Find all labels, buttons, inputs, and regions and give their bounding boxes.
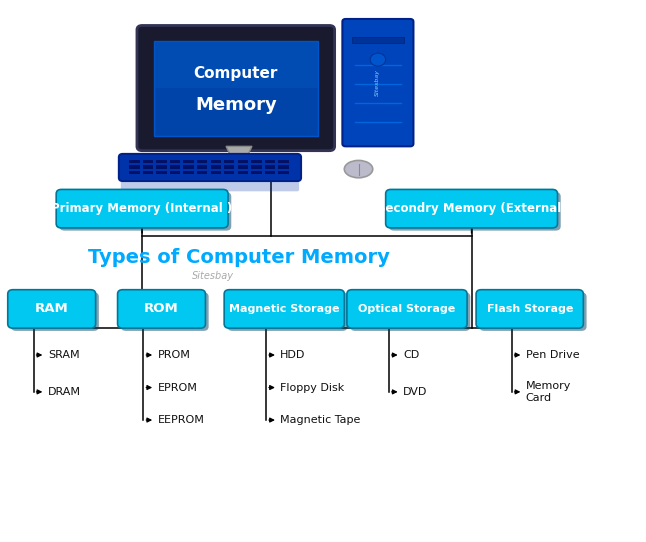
FancyBboxPatch shape xyxy=(224,289,344,328)
Text: Memory: Memory xyxy=(195,96,276,114)
FancyBboxPatch shape xyxy=(197,171,207,174)
Text: SRAM: SRAM xyxy=(48,350,79,360)
Polygon shape xyxy=(226,146,252,160)
Text: Memory
Card: Memory Card xyxy=(526,381,571,403)
FancyBboxPatch shape xyxy=(191,158,287,175)
FancyBboxPatch shape xyxy=(11,293,99,331)
FancyBboxPatch shape xyxy=(350,293,470,331)
FancyBboxPatch shape xyxy=(143,165,153,169)
Text: HDD: HDD xyxy=(280,350,306,360)
FancyBboxPatch shape xyxy=(251,160,262,163)
FancyBboxPatch shape xyxy=(137,25,335,151)
FancyBboxPatch shape xyxy=(154,41,318,136)
FancyBboxPatch shape xyxy=(183,165,194,169)
FancyBboxPatch shape xyxy=(224,160,234,163)
FancyBboxPatch shape xyxy=(129,171,140,174)
FancyBboxPatch shape xyxy=(59,192,231,231)
Text: Primary Memory (Internal ): Primary Memory (Internal ) xyxy=(52,202,233,215)
FancyBboxPatch shape xyxy=(265,160,275,163)
FancyBboxPatch shape xyxy=(278,171,289,174)
Circle shape xyxy=(370,53,386,66)
FancyBboxPatch shape xyxy=(183,160,194,163)
Text: Secondry Memory (External): Secondry Memory (External) xyxy=(377,202,567,215)
FancyBboxPatch shape xyxy=(56,189,228,228)
Text: ROM: ROM xyxy=(144,302,179,315)
FancyBboxPatch shape xyxy=(238,165,248,169)
FancyBboxPatch shape xyxy=(238,160,248,163)
FancyBboxPatch shape xyxy=(476,289,583,328)
FancyBboxPatch shape xyxy=(143,160,153,163)
FancyBboxPatch shape xyxy=(118,289,205,328)
FancyBboxPatch shape xyxy=(170,160,180,163)
FancyBboxPatch shape xyxy=(224,171,234,174)
Text: Pen Drive: Pen Drive xyxy=(526,350,579,360)
FancyBboxPatch shape xyxy=(227,293,348,331)
FancyBboxPatch shape xyxy=(119,154,301,181)
FancyBboxPatch shape xyxy=(211,171,221,174)
Text: Types of Computer Memory: Types of Computer Memory xyxy=(88,248,390,267)
Text: DRAM: DRAM xyxy=(48,387,81,397)
FancyBboxPatch shape xyxy=(347,289,467,328)
FancyBboxPatch shape xyxy=(197,160,207,163)
FancyBboxPatch shape xyxy=(156,171,167,174)
FancyBboxPatch shape xyxy=(121,178,299,191)
FancyBboxPatch shape xyxy=(278,165,289,169)
Text: Flash Storage: Flash Storage xyxy=(486,304,573,314)
Ellipse shape xyxy=(344,160,373,178)
Text: RAM: RAM xyxy=(35,302,68,315)
Text: Magnetic Storage: Magnetic Storage xyxy=(229,304,340,314)
Text: EEPROM: EEPROM xyxy=(158,415,205,425)
FancyBboxPatch shape xyxy=(224,165,234,169)
Text: Sitesbay: Sitesbay xyxy=(375,69,380,96)
FancyBboxPatch shape xyxy=(8,289,96,328)
FancyBboxPatch shape xyxy=(154,41,318,88)
FancyBboxPatch shape xyxy=(211,160,221,163)
FancyBboxPatch shape xyxy=(238,171,248,174)
FancyBboxPatch shape xyxy=(389,192,561,231)
FancyBboxPatch shape xyxy=(197,165,207,169)
Text: Floppy Disk: Floppy Disk xyxy=(280,383,344,392)
FancyBboxPatch shape xyxy=(143,171,153,174)
FancyBboxPatch shape xyxy=(386,189,557,228)
Text: EPROM: EPROM xyxy=(158,383,198,392)
FancyBboxPatch shape xyxy=(278,160,289,163)
FancyBboxPatch shape xyxy=(479,293,587,331)
FancyBboxPatch shape xyxy=(156,160,167,163)
FancyBboxPatch shape xyxy=(170,171,180,174)
Text: CD: CD xyxy=(403,350,419,360)
FancyBboxPatch shape xyxy=(129,165,140,169)
FancyBboxPatch shape xyxy=(121,293,209,331)
Text: Optical Storage: Optical Storage xyxy=(359,304,455,314)
FancyBboxPatch shape xyxy=(265,171,275,174)
Text: Sitesbay: Sitesbay xyxy=(192,272,234,281)
FancyBboxPatch shape xyxy=(156,165,167,169)
FancyBboxPatch shape xyxy=(129,160,140,163)
FancyBboxPatch shape xyxy=(251,171,262,174)
FancyBboxPatch shape xyxy=(211,165,221,169)
FancyBboxPatch shape xyxy=(183,171,194,174)
FancyBboxPatch shape xyxy=(352,37,404,43)
Text: DVD: DVD xyxy=(403,387,428,397)
FancyBboxPatch shape xyxy=(170,165,180,169)
Text: Magnetic Tape: Magnetic Tape xyxy=(280,415,360,425)
Text: Computer: Computer xyxy=(194,66,278,81)
FancyBboxPatch shape xyxy=(265,165,275,169)
Text: PROM: PROM xyxy=(158,350,191,360)
FancyBboxPatch shape xyxy=(342,19,413,146)
FancyBboxPatch shape xyxy=(251,165,262,169)
